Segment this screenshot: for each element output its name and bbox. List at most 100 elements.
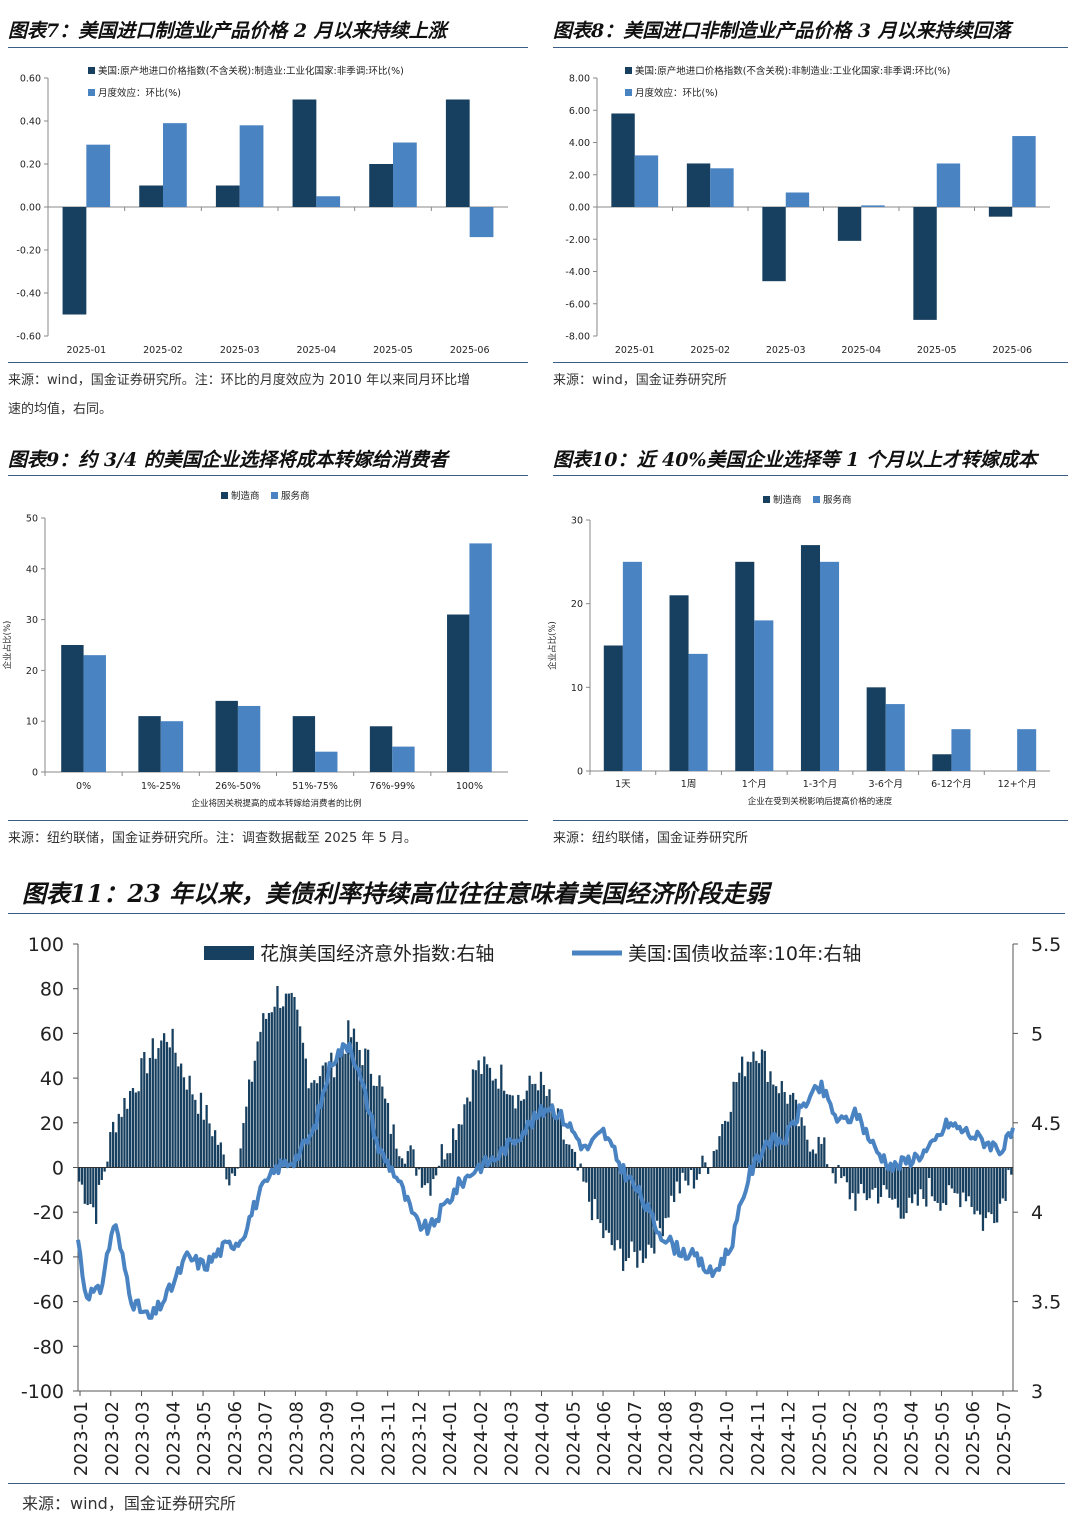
fig11-bar [704, 1162, 707, 1168]
undefined-bar-s2-2025-04 [316, 196, 341, 207]
fig11-xtick-label: 2024-03 [502, 1401, 523, 1476]
undefined-xtick-label: 2025-04 [296, 345, 336, 356]
fig11-bar [639, 1167, 642, 1251]
undefined-xtick-label: 1天 [615, 779, 631, 790]
fig11-bar [389, 1133, 392, 1168]
fig11-bar [911, 1167, 914, 1204]
fig11-bar [990, 1167, 993, 1215]
fig11-bar [684, 1167, 687, 1181]
fig11-bar [891, 1167, 894, 1200]
fig11-bar [219, 1142, 222, 1168]
fig11-bar [355, 1041, 358, 1168]
fig8-bottom-rule [553, 362, 1068, 363]
fig11-bar [919, 1167, 922, 1190]
fig11-bar [347, 1020, 350, 1168]
undefined-xtick-label: 1%-25% [141, 781, 181, 792]
fig11-bar [270, 1012, 273, 1168]
undefined-ytick-label: 6.00 [569, 106, 590, 117]
undefined-ytick-label: -0.20 [16, 246, 41, 257]
fig11-bar [157, 1048, 160, 1168]
fig10-chart: 30 20 10 0 1天 1周 1个月 1-3个月 3-6个月 6-12个月 12+个月企业在受到… [547, 494, 1050, 807]
undefined-xtick-label: 2025-04 [841, 345, 881, 356]
fig11-bar [534, 1083, 537, 1168]
fig11-bar [820, 1143, 823, 1168]
fig11-bar [916, 1167, 919, 1206]
fig11-bar [375, 1086, 378, 1168]
fig11-bar [137, 1091, 140, 1168]
fig11-bar [126, 1108, 129, 1168]
fig11-bar [511, 1095, 514, 1168]
fig11-bar [222, 1154, 225, 1168]
fig11-bar [163, 1033, 166, 1168]
fig11-bar [542, 1085, 545, 1168]
undefined-bar-s2-2025-06 [1012, 136, 1036, 207]
undefined-legend-swatch [271, 492, 278, 499]
fig11-bar [576, 1167, 579, 1171]
undefined-xtick-label: 2025-02 [690, 345, 730, 356]
fig11-bar [690, 1167, 693, 1170]
fig11-bar [279, 1007, 282, 1168]
fig11-bar [350, 1037, 353, 1168]
fig11-bar [228, 1167, 231, 1186]
fig11-bar [457, 1124, 460, 1168]
fig11-bar [452, 1128, 455, 1168]
fig11-left-tick-label: -80 [33, 1336, 64, 1358]
undefined-xtick-label: 2025-05 [917, 345, 957, 356]
fig11-bar [585, 1167, 588, 1183]
undefined-xtick-label: 2025-06 [450, 345, 490, 356]
fig11-right-tick-label: 4.5 [1031, 1113, 1061, 1135]
fig11-bar [573, 1151, 577, 1168]
fig11-bar [559, 1117, 562, 1168]
fig11-bar [661, 1167, 664, 1237]
fig11-xtick-label: 2023-02 [102, 1401, 123, 1476]
fig11-bar [1001, 1167, 1004, 1199]
fig11-bar [939, 1167, 942, 1211]
fig11-bar [386, 1102, 390, 1168]
fig11-bar [395, 1148, 398, 1168]
fig11-bar [831, 1167, 834, 1174]
fig11-bar [148, 1057, 152, 1168]
undefined-bar-s2-12+个月 [1017, 729, 1037, 771]
fig11-bar [202, 1119, 205, 1168]
fig11-bar [619, 1167, 622, 1249]
fig11-bar [806, 1139, 809, 1168]
fig11-bar [335, 1061, 339, 1168]
fig11-bar [140, 1058, 143, 1168]
fig11-bar [630, 1167, 633, 1242]
fig11-bar [837, 1164, 840, 1168]
fig11-bar [548, 1089, 551, 1168]
undefined-xtick-label: 3-6个月 [868, 779, 903, 790]
fig11-bar [905, 1167, 908, 1214]
fig11-bar [970, 1167, 973, 1207]
undefined-bar-s1-1-3个月 [800, 545, 820, 771]
undefined-bar-s2-76%-99% [392, 746, 415, 772]
fig11-bar [109, 1132, 112, 1168]
fig11-left-tick-label: -60 [33, 1292, 64, 1314]
fig11-bar [789, 1094, 792, 1168]
fig11-bar [633, 1167, 636, 1252]
undefined-legend-swatch [88, 89, 95, 96]
fig11-bar [432, 1167, 435, 1180]
undefined-legend-label: 制造商 [231, 490, 260, 502]
fig11-bar [602, 1167, 605, 1239]
fig11-right-tick-label: 5 [1031, 1023, 1043, 1045]
fig11-bar [675, 1167, 679, 1182]
fig11-bar [103, 1167, 106, 1172]
fig11-bar [398, 1156, 401, 1168]
fig11-bar [667, 1167, 670, 1218]
fig11-bar [409, 1145, 412, 1168]
fig11-bar [865, 1167, 868, 1201]
undefined-bar-s1-0% [61, 645, 84, 772]
fig11-bar [361, 1065, 364, 1168]
fig11-bar [979, 1167, 982, 1215]
fig11-bar [721, 1124, 724, 1168]
fig11-bar [936, 1167, 939, 1203]
fig11-bar [758, 1063, 761, 1168]
fig11-bar [225, 1167, 228, 1180]
fig11-bar [562, 1139, 565, 1168]
fig11-bar [327, 1075, 330, 1168]
undefined-bar-s2-2025-01 [634, 155, 659, 207]
undefined-legend-label: 服务商 [281, 490, 310, 502]
undefined-ytick-label: 0.40 [20, 117, 41, 128]
fig11-bar [466, 1097, 469, 1168]
